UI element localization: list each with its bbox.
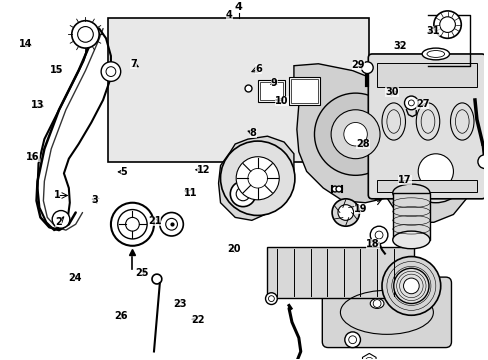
Text: 16: 16	[26, 152, 40, 162]
Bar	[108, 18, 368, 162]
Circle shape	[343, 122, 366, 146]
Circle shape	[433, 11, 460, 38]
Text: 9: 9	[270, 78, 277, 88]
Circle shape	[369, 226, 387, 244]
Text: 1: 1	[53, 190, 60, 201]
Circle shape	[403, 278, 418, 294]
Circle shape	[220, 141, 294, 215]
FancyBboxPatch shape	[367, 54, 485, 199]
Circle shape	[361, 62, 372, 73]
Bar	[376, 63, 476, 87]
Circle shape	[335, 186, 341, 192]
Circle shape	[439, 17, 454, 32]
Text: 28: 28	[356, 139, 369, 149]
Circle shape	[372, 300, 380, 307]
Text: 18: 18	[365, 239, 379, 249]
Circle shape	[330, 110, 379, 159]
Text: 2: 2	[55, 217, 62, 227]
Circle shape	[125, 217, 139, 231]
FancyBboxPatch shape	[322, 277, 450, 347]
Bar	[257, 80, 285, 102]
Text: 8: 8	[249, 128, 256, 138]
Circle shape	[381, 257, 440, 315]
Circle shape	[417, 154, 452, 189]
Text: 22: 22	[190, 315, 204, 325]
Circle shape	[404, 140, 466, 203]
Text: 31: 31	[426, 26, 439, 36]
Text: 10: 10	[275, 96, 288, 107]
Text: 26: 26	[114, 311, 127, 321]
Circle shape	[230, 181, 255, 207]
Circle shape	[106, 67, 116, 76]
Ellipse shape	[392, 231, 429, 249]
Circle shape	[331, 186, 337, 192]
Circle shape	[404, 96, 417, 110]
Polygon shape	[362, 354, 375, 360]
Text: 12: 12	[197, 165, 210, 175]
Ellipse shape	[369, 299, 383, 309]
Circle shape	[477, 155, 488, 168]
Bar	[290, 80, 318, 103]
Text: 4: 4	[234, 2, 242, 12]
Text: 32: 32	[392, 41, 406, 51]
Text: 3: 3	[92, 195, 99, 205]
Text: 14: 14	[19, 39, 32, 49]
Circle shape	[72, 21, 99, 48]
Circle shape	[111, 203, 154, 246]
Circle shape	[101, 62, 121, 81]
Circle shape	[348, 336, 356, 344]
Circle shape	[314, 93, 396, 175]
Text: 15: 15	[50, 65, 63, 75]
Polygon shape	[293, 64, 415, 203]
Ellipse shape	[426, 50, 444, 57]
Text: 17: 17	[397, 175, 411, 185]
Text: 21: 21	[147, 216, 161, 226]
Text: 5: 5	[120, 167, 127, 177]
Ellipse shape	[392, 184, 429, 202]
Circle shape	[160, 212, 183, 236]
Circle shape	[268, 296, 274, 302]
Text: 7: 7	[130, 59, 137, 69]
Circle shape	[331, 199, 359, 226]
Circle shape	[344, 332, 360, 347]
Text: 23: 23	[173, 299, 186, 309]
Circle shape	[393, 268, 428, 303]
Polygon shape	[218, 136, 293, 220]
Text: 29: 29	[351, 60, 365, 70]
Ellipse shape	[421, 48, 448, 60]
Bar	[288, 77, 320, 105]
Bar	[392, 193, 429, 240]
Circle shape	[165, 219, 177, 230]
Text: 20: 20	[227, 244, 240, 255]
Bar	[267, 247, 413, 298]
Text: 25: 25	[135, 268, 148, 278]
Circle shape	[236, 157, 279, 200]
Circle shape	[118, 210, 147, 239]
Text: 13: 13	[31, 100, 44, 110]
Circle shape	[337, 205, 353, 220]
Bar	[259, 82, 283, 100]
Text: 27: 27	[415, 99, 428, 109]
Circle shape	[265, 293, 277, 305]
Text: 24: 24	[68, 273, 81, 283]
Text: 30: 30	[385, 87, 398, 97]
Text: 4: 4	[225, 10, 232, 20]
Circle shape	[247, 168, 267, 188]
Circle shape	[78, 27, 93, 42]
Circle shape	[52, 211, 70, 228]
Text: 19: 19	[353, 203, 366, 213]
Text: 6: 6	[255, 64, 262, 74]
Text: 11: 11	[184, 188, 197, 198]
Bar	[376, 180, 476, 192]
Circle shape	[236, 187, 249, 201]
Polygon shape	[386, 114, 472, 222]
